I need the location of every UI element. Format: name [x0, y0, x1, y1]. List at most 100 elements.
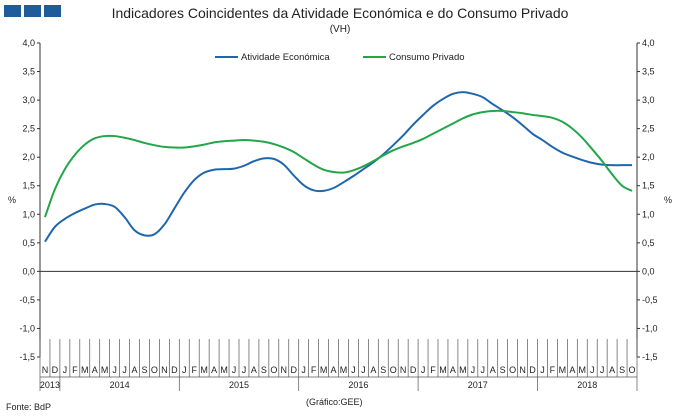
y-tick-label-left: -1,5 [19, 352, 35, 362]
x-month-label: M [579, 365, 587, 375]
x-month-label: J [112, 365, 117, 375]
x-month-label: S [500, 365, 506, 375]
y-tick-label-left: 0,0 [22, 266, 35, 276]
x-month-label: A [569, 365, 575, 375]
x-month-label: A [450, 365, 456, 375]
x-month-label: A [490, 365, 496, 375]
x-month-label: M [320, 365, 328, 375]
y-tick-label-right: -1,0 [642, 323, 658, 333]
x-month-label: N [42, 365, 49, 375]
y-tick-label-left: -1,0 [19, 323, 35, 333]
x-month-label: M [81, 365, 89, 375]
y-tick-label-left: 0,5 [22, 238, 35, 248]
y-axis-label-right: % [664, 195, 672, 205]
x-month-label: D [529, 365, 536, 375]
x-month-label: D [171, 365, 178, 375]
y-axis-label-left: % [8, 195, 16, 205]
y-tick-label-right: 2,0 [642, 152, 655, 162]
x-year-label: 2014 [110, 380, 130, 390]
legend-label-consumo: Consumo Privado [389, 52, 465, 63]
y-tick-label-right: 0,0 [642, 266, 655, 276]
x-month-label: J [471, 365, 476, 375]
x-month-label: J [590, 365, 595, 375]
x-year-label: 2016 [348, 380, 368, 390]
x-month-label: M [459, 365, 467, 375]
y-tick-label-right: 0,5 [642, 238, 655, 248]
x-year-label: 2017 [468, 380, 488, 390]
x-month-label: J [351, 365, 356, 375]
y-tick-label-right: 3,5 [642, 67, 655, 77]
chart-subtitle: (VH) [329, 24, 351, 35]
y-tick-label-right: 4,0 [642, 38, 655, 48]
x-month-label: A [370, 365, 376, 375]
x-month-label: J [481, 365, 486, 375]
x-month-label: M [101, 365, 109, 375]
x-month-label: O [270, 365, 277, 375]
x-year-label: 2013 [40, 380, 60, 390]
x-month-label: S [619, 365, 625, 375]
x-month-label: J [361, 365, 366, 375]
gee-logo [4, 5, 61, 17]
x-month-label: J [63, 365, 68, 375]
x-month-label: D [410, 365, 417, 375]
x-month-label: A [92, 365, 98, 375]
x-month-label: M [439, 365, 447, 375]
y-tick-label-right: 1,5 [642, 181, 655, 191]
x-year-label: 2018 [577, 380, 597, 390]
x-month-label: M [340, 365, 348, 375]
x-month-label: F [550, 365, 556, 375]
x-month-label: S [261, 365, 267, 375]
y-tick-label-right: 3,0 [642, 95, 655, 105]
x-month-label: A [331, 365, 337, 375]
x-month-label: D [52, 365, 59, 375]
legend-label-atividade: Atividade Económica [241, 52, 330, 63]
x-month-label: S [380, 365, 386, 375]
x-month-label: J [301, 365, 306, 375]
x-month-label: A [132, 365, 138, 375]
x-month-label: F [191, 365, 197, 375]
y-tick-label-left: 2,0 [22, 152, 35, 162]
y-tick-label-right: 1,0 [642, 209, 655, 219]
x-month-label: A [609, 365, 615, 375]
x-month-label: M [559, 365, 567, 375]
x-month-label: J [540, 365, 545, 375]
x-month-label: J [600, 365, 605, 375]
x-month-label: O [629, 365, 636, 375]
x-month-label: M [200, 365, 208, 375]
x-month-label: S [141, 365, 147, 375]
y-tick-label-left: 3,5 [22, 67, 35, 77]
y-tick-label-right: 2,5 [642, 124, 655, 134]
y-tick-label-left: 1,0 [22, 209, 35, 219]
y-tick-label-right: -1,5 [642, 352, 658, 362]
x-month-label: N [400, 365, 407, 375]
y-tick-label-left: 3,0 [22, 95, 35, 105]
x-month-label: N [161, 365, 168, 375]
x-month-label: F [72, 365, 78, 375]
x-month-label: N [519, 365, 526, 375]
logo-block-2 [24, 5, 41, 17]
x-month-label: F [311, 365, 317, 375]
x-month-label: J [232, 365, 237, 375]
y-tick-label-left: 4,0 [22, 38, 35, 48]
x-month-label: D [290, 365, 297, 375]
x-month-label: O [151, 365, 158, 375]
y-tick-label-left: 2,5 [22, 124, 35, 134]
chart-title: Indicadores Coincidentes da Atividade Ec… [111, 5, 569, 21]
logo-block-1 [4, 5, 21, 17]
y-tick-label-right: -0,5 [642, 295, 658, 305]
source-note: Fonte: BdP [6, 402, 52, 412]
x-month-label: F [430, 365, 436, 375]
y-tick-label-left: 1,5 [22, 181, 35, 191]
x-month-label: J [421, 365, 426, 375]
y-tick-label-left: -0,5 [19, 295, 35, 305]
x-month-label: A [211, 365, 217, 375]
x-month-label: A [251, 365, 257, 375]
logo-block-3 [44, 5, 61, 17]
series-line-atividade-economica [44, 91, 633, 243]
x-month-label: N [281, 365, 288, 375]
x-month-label: J [182, 365, 187, 375]
x-year-label: 2015 [229, 380, 249, 390]
x-month-label: M [220, 365, 228, 375]
credit-note: (Gráfico:GEE) [306, 397, 363, 407]
